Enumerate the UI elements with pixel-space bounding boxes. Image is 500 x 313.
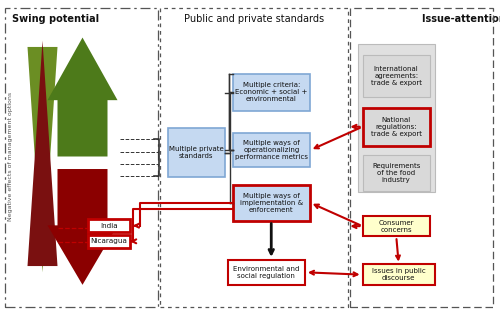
FancyBboxPatch shape — [358, 44, 435, 192]
FancyBboxPatch shape — [88, 219, 130, 232]
FancyBboxPatch shape — [362, 216, 430, 236]
Text: Swing potential: Swing potential — [12, 14, 100, 24]
Polygon shape — [48, 169, 117, 285]
FancyBboxPatch shape — [232, 133, 310, 167]
FancyBboxPatch shape — [362, 108, 430, 146]
Polygon shape — [48, 38, 117, 156]
Text: Issues in public
discourse: Issues in public discourse — [372, 268, 426, 281]
FancyBboxPatch shape — [228, 260, 305, 285]
FancyBboxPatch shape — [168, 128, 225, 177]
Text: National
regulations:
trade & export: National regulations: trade & export — [371, 117, 422, 137]
FancyBboxPatch shape — [88, 235, 130, 248]
Bar — [350, 8, 492, 307]
Text: International
agreements:
trade & export: International agreements: trade & export — [371, 66, 422, 86]
Bar — [5, 8, 158, 307]
Bar — [160, 8, 348, 307]
Text: Multiple criteria:
Economic + social +
environmental: Multiple criteria: Economic + social + e… — [235, 82, 308, 102]
Text: Environmental and
social regulation: Environmental and social regulation — [233, 266, 300, 279]
Text: Public and private standards: Public and private standards — [184, 14, 324, 24]
Text: Consumer
concerns: Consumer concerns — [378, 220, 414, 233]
Text: Multiple private
standards: Multiple private standards — [169, 146, 224, 159]
Text: Requirements
of the food
industry: Requirements of the food industry — [372, 163, 420, 183]
Text: India: India — [100, 223, 117, 229]
Polygon shape — [28, 41, 58, 266]
Text: Issue-attention cycle: Issue-attention cycle — [422, 14, 500, 24]
FancyBboxPatch shape — [362, 155, 430, 191]
Text: Multiple ways of
implementation &
enforcement: Multiple ways of implementation & enforc… — [240, 193, 303, 213]
Text: Nicaragua: Nicaragua — [90, 238, 127, 244]
FancyBboxPatch shape — [232, 74, 310, 111]
Text: Multiple ways of
operationalizing
performance metrics: Multiple ways of operationalizing perfor… — [235, 140, 308, 160]
Polygon shape — [28, 47, 58, 272]
FancyBboxPatch shape — [362, 264, 435, 285]
Text: Negative effects of management options: Negative effects of management options — [8, 92, 14, 221]
FancyBboxPatch shape — [362, 55, 430, 97]
FancyBboxPatch shape — [232, 185, 310, 221]
